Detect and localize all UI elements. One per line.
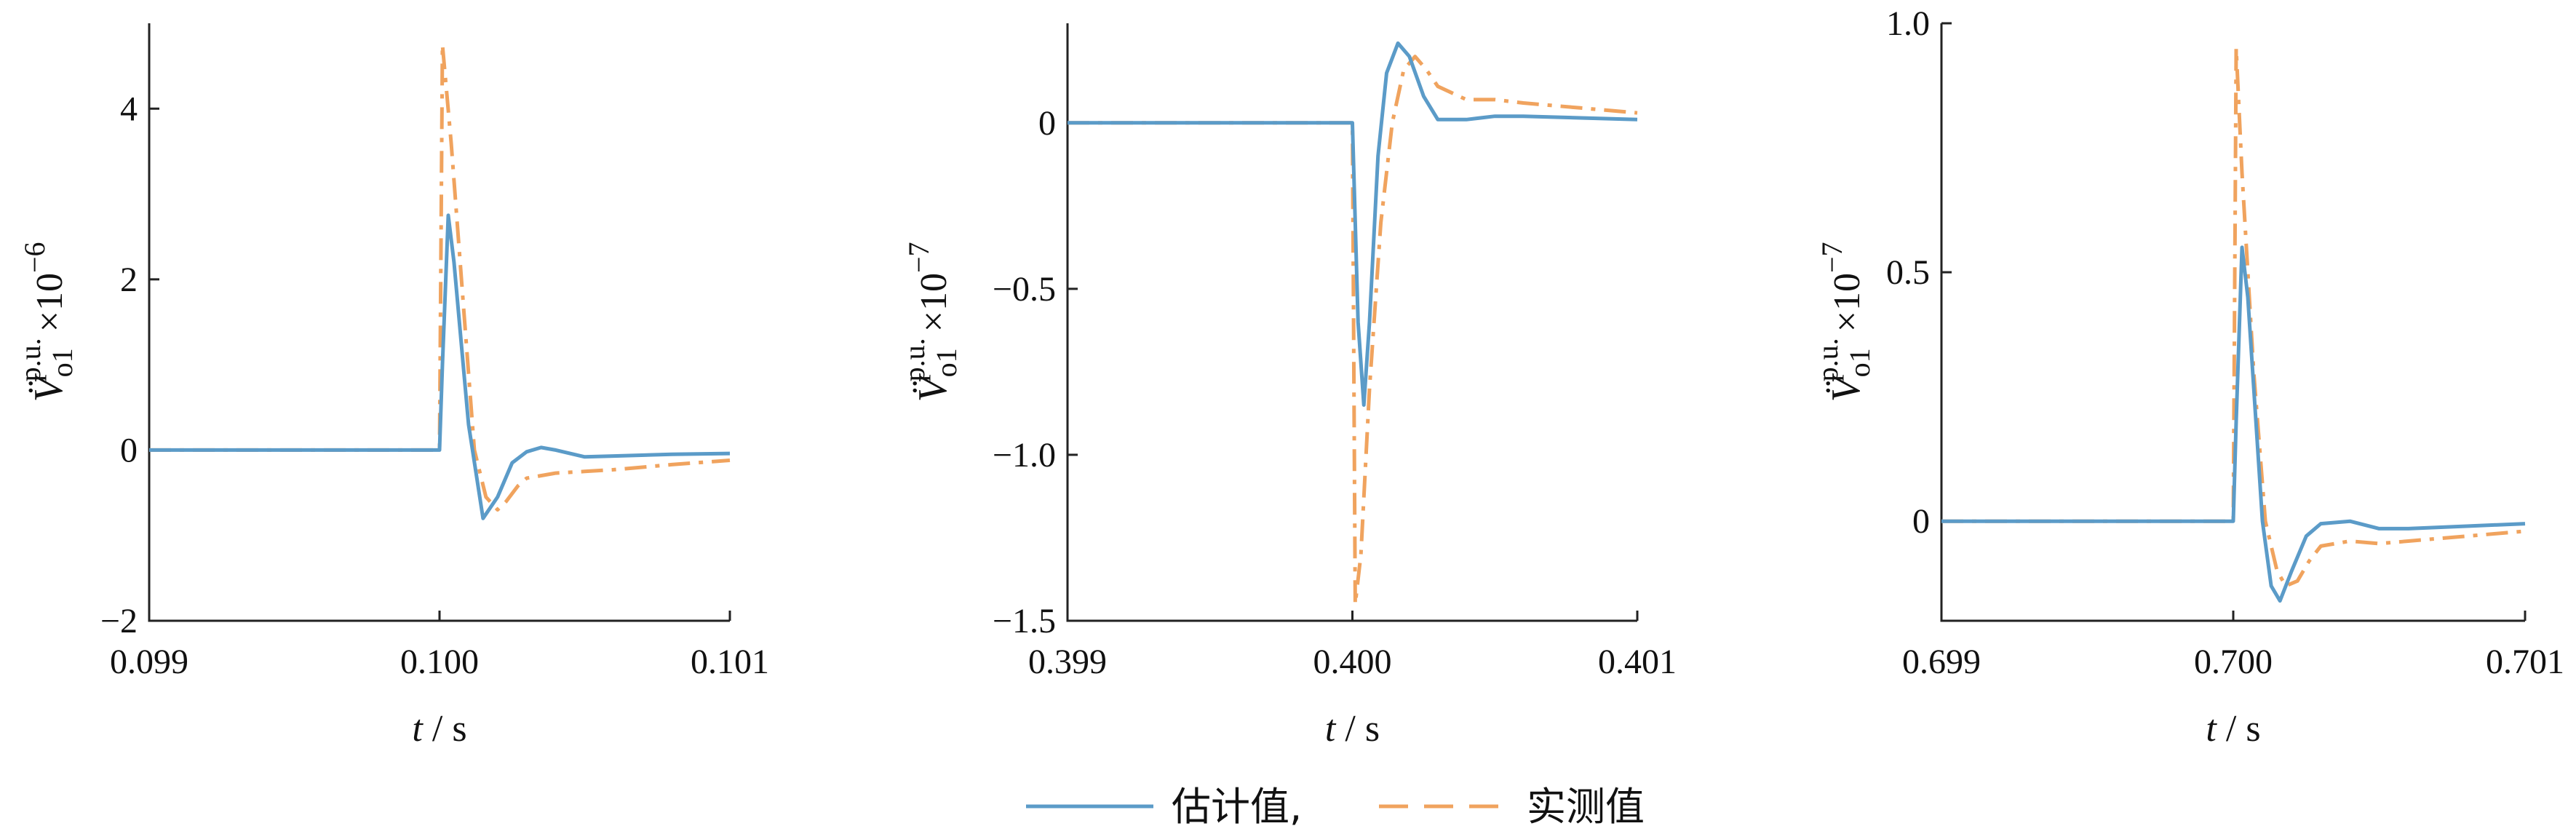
chart-panel-2: 0.399 0.400 0.401 −1.5 −1.0 −0.5 0 t / s V̈o1p.u… [898,23,1677,750]
x-axis-label: t / s [2206,708,2260,750]
legend-label-measured: 实测值 [1527,784,1645,830]
legend: 估计值, 实测值 [1026,784,1645,830]
y-axis-label: V̈o1p.u.×10−6 [14,242,79,402]
series-line-measured [149,42,731,512]
x-tick-label: 0.100 [400,643,479,681]
x-tick-label: 0.101 [691,643,769,681]
y-tick-label: −2 [100,602,138,640]
x-tick-label: 0.699 [1902,643,1981,681]
x-tick-label: 0.701 [2486,643,2564,681]
y-tick-label: −1.0 [993,436,1056,474]
series-line-measured [1068,55,1638,606]
chart-panel-3: 0.699 0.700 0.701 0 0.5 1.0 t / s V̈o1p.u.×10−7 [1811,4,2564,750]
y-tick-label: 2 [120,261,138,299]
x-tick-label: 0.700 [2194,643,2273,681]
y-tick-label: −0.5 [993,270,1056,309]
chart-panel-1: 0.099 0.100 0.101 −2 0 2 4 t / s V̈o1p.u.×10−6 [14,23,769,750]
series-line-estimated [149,213,731,520]
y-tick-label: 0.5 [1886,253,1930,292]
y-tick-label: 1.0 [1886,4,1930,43]
x-tick-label: 0.401 [1598,643,1677,681]
y-tick-label: −1.5 [993,602,1056,640]
y-tick-label: 4 [120,90,138,128]
series-line-estimated [1941,245,2526,603]
series-line-estimated [1068,41,1638,407]
series-line-measured [1941,46,2526,588]
y-tick-label: 0 [1038,104,1056,143]
legend-label-estimated: 估计值, [1172,784,1302,830]
y-axis-label: V̈o1p.u.×10−7 [1811,242,1876,402]
y-tick-label: 0 [1912,502,1930,541]
x-tick-label: 0.399 [1028,643,1107,681]
x-tick-label: 0.400 [1313,643,1392,681]
y-axis-label: V̈o1p.u.×10−7 [898,242,963,402]
x-tick-label: 0.099 [110,643,188,681]
x-axis-label: t / s [1325,708,1380,750]
x-axis-label: t / s [412,708,466,750]
y-tick-label: 0 [120,431,138,469]
axis-spines [148,23,730,622]
